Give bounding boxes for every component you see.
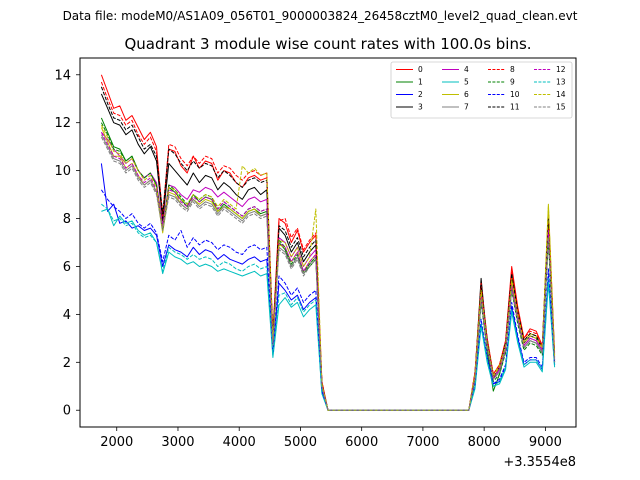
x-tick-label: 3000 [161,435,194,450]
legend-label-15: 15 [556,103,566,112]
legend-label-9: 9 [510,78,515,87]
x-tick-label: 5000 [284,435,317,450]
legend-label-4: 4 [464,65,469,74]
legend-label-5: 5 [464,78,469,87]
y-tick-label: 4 [63,308,71,323]
legend-label-0: 0 [418,65,423,74]
legend-label-13: 13 [556,78,566,87]
chart-title: Quadrant 3 module wise count rates with … [124,35,531,53]
legend-label-7: 7 [464,103,469,112]
y-tick-label: 10 [54,164,71,179]
y-tick-label: 6 [63,260,71,275]
data-file-label: Data file: modeM0/AS1A09_056T01_90000038… [63,9,578,23]
plot-lines [100,74,556,411]
x-tick-label: 4000 [223,435,256,450]
legend-label-12: 12 [556,65,566,74]
legend-label-6: 6 [464,90,469,99]
y-tick-label: 8 [63,212,71,227]
y-tick-label: 14 [54,68,71,83]
x-tick-label: 2000 [100,435,133,450]
axes-frame [79,57,577,428]
legend-label-14: 14 [556,90,566,99]
legend-label-10: 10 [510,90,520,99]
series-line-15 [100,136,556,411]
x-tick-label: 6000 [345,435,378,450]
y-tick-label: 0 [63,404,71,419]
x-tick-label: 9000 [529,435,562,450]
legend-label-8: 8 [510,65,515,74]
x-tick-label: 7000 [406,435,439,450]
y-tick-label: 12 [54,116,71,131]
y-tick-label: 2 [63,356,71,371]
y-axis: 0 2 4 6 8 10 12 14 [54,68,80,419]
legend-frame [390,61,573,119]
legend-label-1: 1 [418,78,423,87]
x-axis: 2000 3000 4000 5000 6000 7000 8000 9000 [100,427,562,450]
x-tick-label: 8000 [468,435,501,450]
legend-label-2: 2 [418,90,423,99]
legend-label-3: 3 [418,103,423,112]
series-line-14 [100,124,556,411]
legend-label-11: 11 [510,103,520,112]
x-offset-label: +3.3554e8 [503,455,576,470]
